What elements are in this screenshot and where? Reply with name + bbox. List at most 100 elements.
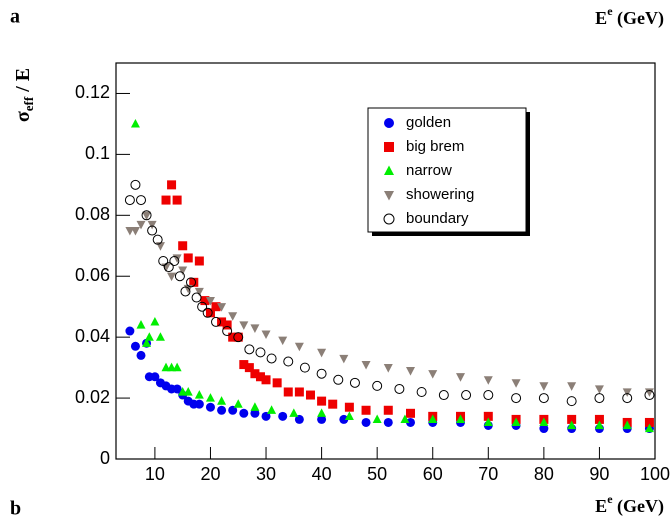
point <box>142 338 152 347</box>
point <box>317 348 327 358</box>
point <box>428 370 438 379</box>
point <box>211 316 222 327</box>
point <box>644 423 654 433</box>
legend-label: big brem <box>406 138 464 155</box>
point <box>150 372 160 382</box>
point <box>217 405 227 415</box>
point <box>567 414 577 424</box>
point <box>317 408 327 417</box>
point <box>255 347 266 358</box>
point <box>191 292 202 303</box>
point <box>228 405 238 415</box>
x-tick-label: 10 <box>145 464 165 484</box>
point <box>222 326 233 337</box>
point <box>361 405 371 415</box>
plot-frame <box>115 62 656 460</box>
point <box>567 382 577 391</box>
point <box>124 195 135 206</box>
legend-marker <box>384 191 394 201</box>
point <box>400 414 410 423</box>
point <box>255 372 265 382</box>
point <box>361 360 371 370</box>
point <box>172 362 182 372</box>
point <box>344 411 354 420</box>
point <box>239 408 249 418</box>
point <box>594 414 604 424</box>
point <box>372 414 382 423</box>
point <box>483 411 493 421</box>
legend <box>367 107 527 233</box>
x-tick-label: 30 <box>256 464 276 484</box>
point <box>147 220 157 230</box>
point <box>349 377 360 388</box>
point <box>538 393 549 404</box>
point <box>136 195 147 206</box>
point <box>328 399 338 409</box>
point <box>155 332 165 341</box>
point <box>130 118 140 128</box>
point <box>130 341 140 351</box>
point <box>438 390 449 401</box>
x-tick-label: 60 <box>423 464 443 484</box>
point <box>361 417 371 427</box>
point <box>644 390 655 401</box>
point <box>567 420 577 430</box>
point <box>267 405 277 414</box>
legend-marker <box>384 165 394 175</box>
point <box>167 180 177 190</box>
point <box>244 363 254 373</box>
x-tick-label: 90 <box>589 464 609 484</box>
point <box>172 384 182 394</box>
point <box>194 287 204 297</box>
point <box>278 411 288 421</box>
x-tick-label: 40 <box>312 464 332 484</box>
point <box>372 380 383 391</box>
point <box>211 302 221 312</box>
point <box>186 277 197 288</box>
point <box>180 286 191 297</box>
point <box>205 297 215 306</box>
legend-label: showering <box>406 186 474 203</box>
point <box>594 393 605 404</box>
point <box>130 179 141 190</box>
legend-label: boundary <box>406 210 469 227</box>
point <box>144 332 154 341</box>
point <box>152 234 163 245</box>
point <box>511 417 521 427</box>
point <box>644 417 654 427</box>
point <box>172 195 182 205</box>
point <box>189 277 199 287</box>
point <box>299 362 310 373</box>
panel-label: b <box>10 498 21 520</box>
x-tick-label: 20 <box>200 464 220 484</box>
panel-label: a <box>10 6 20 28</box>
point <box>511 379 521 388</box>
point <box>483 376 493 385</box>
x-tick-label: 80 <box>534 464 554 484</box>
point <box>169 256 180 266</box>
point <box>594 385 604 394</box>
point <box>539 382 549 391</box>
point <box>339 414 349 424</box>
point <box>200 296 210 306</box>
point <box>283 356 294 367</box>
point <box>456 414 466 423</box>
point <box>406 367 416 376</box>
point <box>147 225 158 236</box>
point <box>233 399 243 408</box>
header-label: Ee (GeV) <box>595 4 664 29</box>
point <box>261 411 271 421</box>
x-tick-label: 100 <box>640 464 670 484</box>
point <box>202 307 213 318</box>
point <box>197 301 208 312</box>
point <box>383 405 393 415</box>
point <box>294 414 304 424</box>
point <box>136 350 146 360</box>
point <box>244 344 255 355</box>
y-tick-label: 0.12 <box>75 82 110 102</box>
point <box>622 393 633 404</box>
point <box>222 320 232 330</box>
point <box>228 332 238 342</box>
point <box>163 262 174 273</box>
point <box>566 396 577 407</box>
